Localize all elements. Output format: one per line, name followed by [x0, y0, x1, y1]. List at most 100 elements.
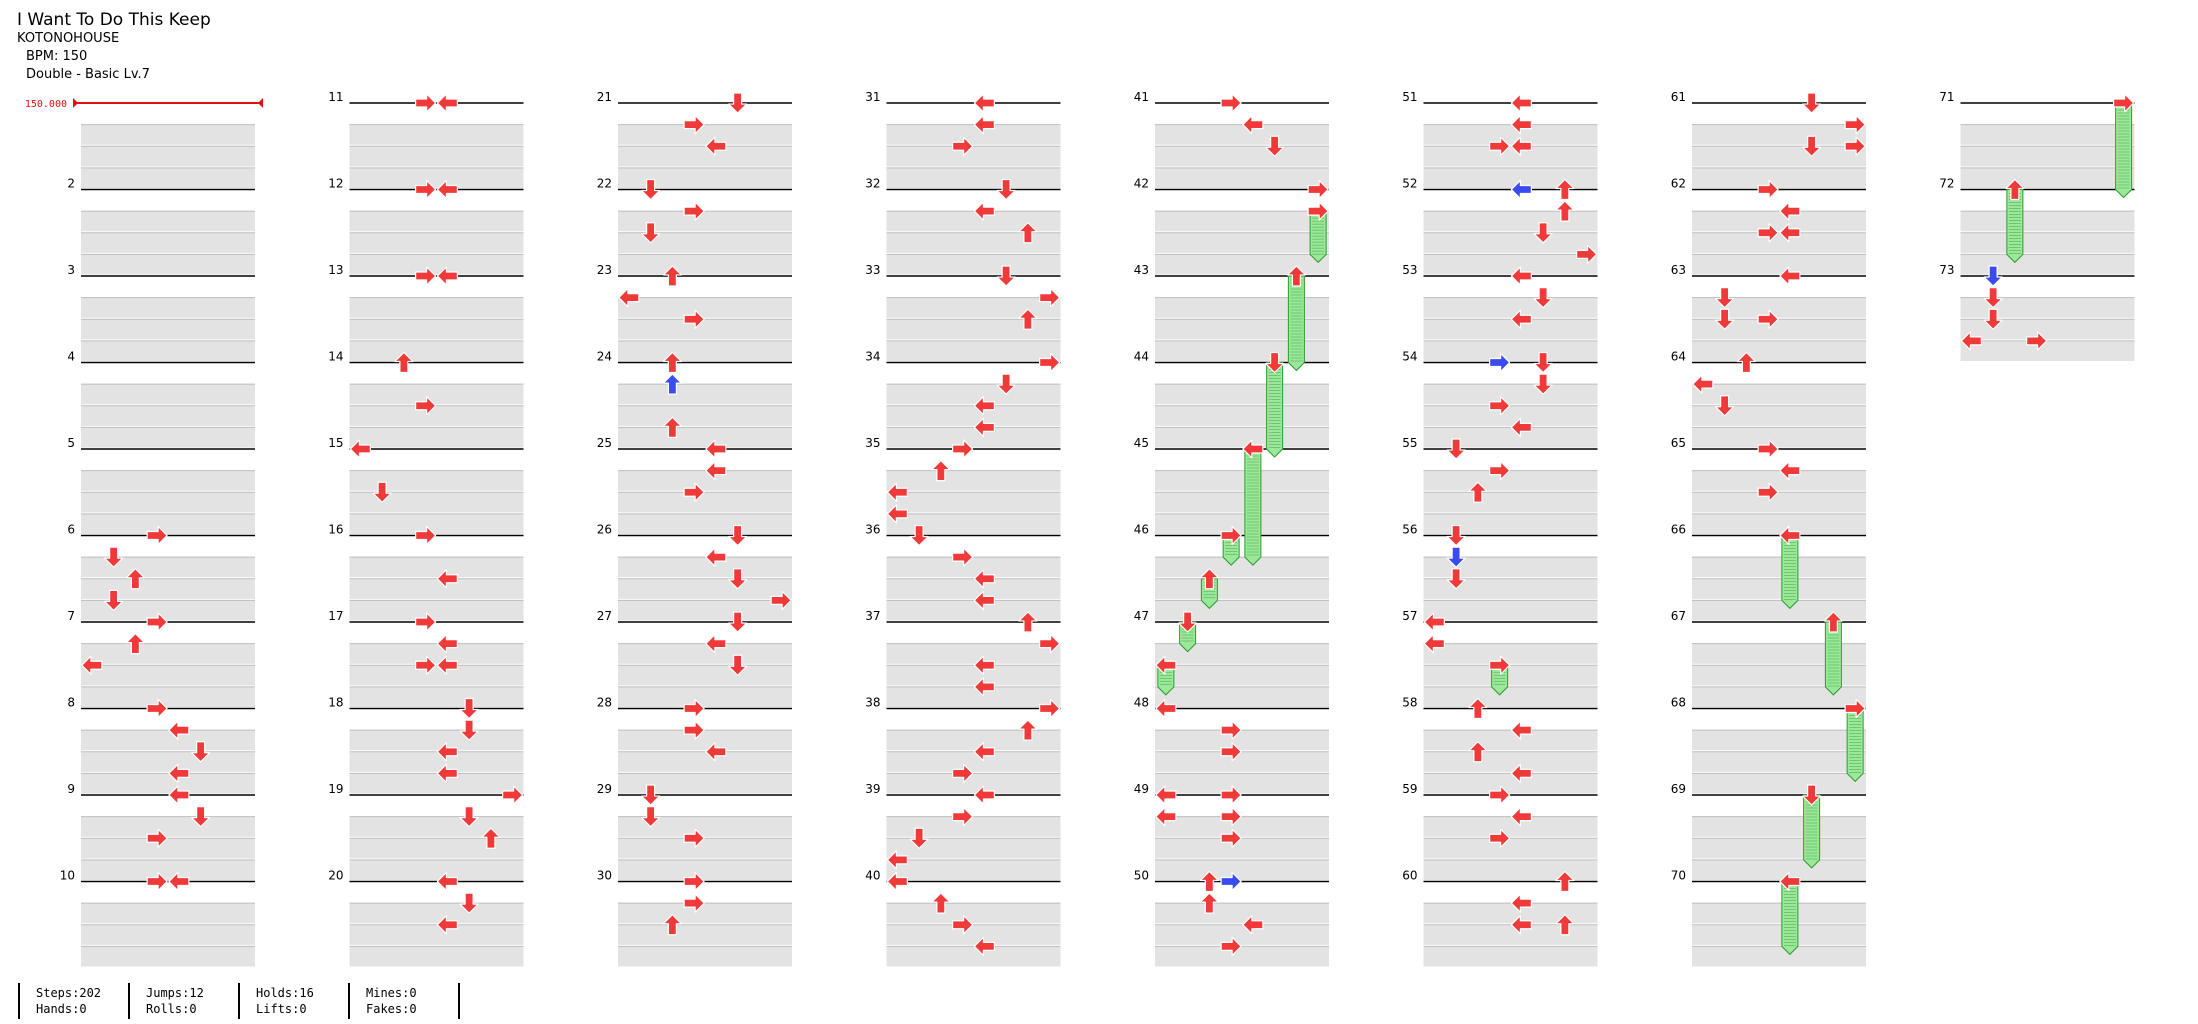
beat-stripe	[618, 167, 792, 188]
arrow-note	[104, 546, 124, 568]
measure-number: 3	[67, 263, 75, 277]
arrow-shape	[415, 612, 437, 632]
arrow-note	[146, 871, 168, 892]
beat-stripe	[1423, 903, 1598, 924]
beat-stripe	[1423, 146, 1598, 167]
arrow-shape	[1489, 461, 1511, 481]
arrow-note	[1468, 481, 1488, 503]
arrow-shape	[1220, 936, 1242, 956]
arrow-note	[683, 720, 705, 740]
measure-number: 41	[1134, 90, 1149, 104]
arrow-note	[1242, 915, 1264, 935]
beat-stripe	[1692, 643, 1866, 664]
arrow-note	[952, 763, 974, 783]
arrow-shape	[1018, 719, 1038, 741]
beat-stripe	[1960, 146, 2135, 167]
arrow-note	[931, 892, 951, 914]
measure-number: 4	[67, 350, 75, 364]
arrow-note	[1220, 93, 1242, 113]
beat-stripe	[349, 211, 524, 232]
arrow-shape	[436, 179, 458, 200]
arrow-shape	[436, 915, 458, 935]
beat-stripe	[349, 816, 524, 837]
beat-stripe	[349, 903, 524, 924]
hands-count: Hands:0	[36, 1002, 87, 1016]
beat-stripe	[886, 405, 1061, 426]
beat-stripe	[349, 146, 524, 167]
arrow-note	[683, 893, 705, 913]
arrow-note	[459, 719, 479, 741]
arrow-note	[1510, 893, 1532, 913]
arrow-note	[1555, 914, 1575, 936]
beat-stripe	[1692, 211, 1866, 232]
beat-stripe	[618, 773, 792, 794]
arrow-shape	[705, 461, 727, 481]
arrow-note	[683, 828, 705, 848]
arrow-shape	[1779, 461, 1801, 481]
measure-number: 60	[1402, 869, 1417, 883]
arrow-note	[1489, 352, 1511, 373]
beat-stripe	[81, 578, 255, 599]
stat-group-jumps: Jumps:12 Rolls:0	[128, 983, 238, 1019]
beat-stripe	[349, 859, 524, 880]
beat-stripe	[81, 167, 255, 188]
arrow-shape	[415, 179, 437, 200]
beat-stripe	[81, 211, 255, 232]
measure-number: 71	[1939, 90, 1954, 104]
steps-count: Steps:202	[36, 986, 102, 1000]
measure-number: 59	[1402, 782, 1417, 796]
arrow-note	[662, 914, 682, 936]
arrow-note	[909, 827, 929, 849]
beat-stripe	[1423, 211, 1598, 232]
arrow-note	[1489, 785, 1511, 805]
arrow-shape	[1510, 309, 1532, 329]
arrow-shape	[1983, 308, 2003, 330]
beat-stripe	[349, 167, 524, 188]
beat-stripe	[618, 513, 792, 534]
arrow-shape	[996, 373, 1016, 395]
arrow-shape	[952, 136, 974, 156]
arrow-shape	[683, 115, 705, 135]
arrow-shape	[415, 93, 437, 113]
beat-stripe	[349, 405, 524, 426]
arrow-note	[973, 569, 995, 589]
measure-number: 23	[597, 263, 612, 277]
arrow-note	[1018, 611, 1038, 633]
arrow-note	[436, 655, 458, 675]
arrow-shape	[973, 417, 995, 437]
arrow-note	[1510, 93, 1532, 113]
arrow-note	[973, 742, 995, 762]
arrow-shape	[436, 742, 458, 762]
arrow-note	[1779, 266, 1801, 286]
arrow-note	[1802, 135, 1822, 157]
arrow-note	[1489, 396, 1511, 416]
arrow-shape	[1844, 115, 1866, 135]
beat-stripe	[349, 319, 524, 340]
measure-number: 50	[1134, 869, 1149, 883]
measure-number: 65	[1671, 436, 1686, 450]
hold-note	[1803, 794, 1821, 869]
arrow-shape	[683, 828, 705, 848]
measure-number: 33	[865, 263, 880, 277]
beat-stripe	[886, 124, 1061, 145]
beat-stripe	[1423, 384, 1598, 405]
arrow-note	[973, 396, 995, 416]
arrow-shape	[1468, 741, 1488, 763]
arrow-note	[459, 697, 479, 720]
arrow-note	[618, 288, 640, 308]
arrow-note	[973, 677, 995, 697]
beat-stripe	[1692, 319, 1866, 340]
arrow-note	[1844, 136, 1866, 156]
beat-stripe	[1155, 384, 1329, 405]
arrow-shape	[1199, 892, 1219, 914]
arrow-note	[1018, 719, 1038, 741]
stats-bar: Steps:202 Hands:0 Jumps:12 Rolls:0 Holds…	[18, 983, 460, 1019]
measure-number: 26	[597, 523, 612, 537]
beat-stripe	[1155, 254, 1329, 275]
bpm-label: BPM: 150	[26, 49, 88, 64]
beat-stripe	[618, 557, 792, 578]
beat-stripe	[1692, 232, 1866, 253]
beat-stripe	[618, 665, 792, 686]
arrow-note	[683, 698, 705, 719]
arrow-note	[1779, 871, 1801, 892]
